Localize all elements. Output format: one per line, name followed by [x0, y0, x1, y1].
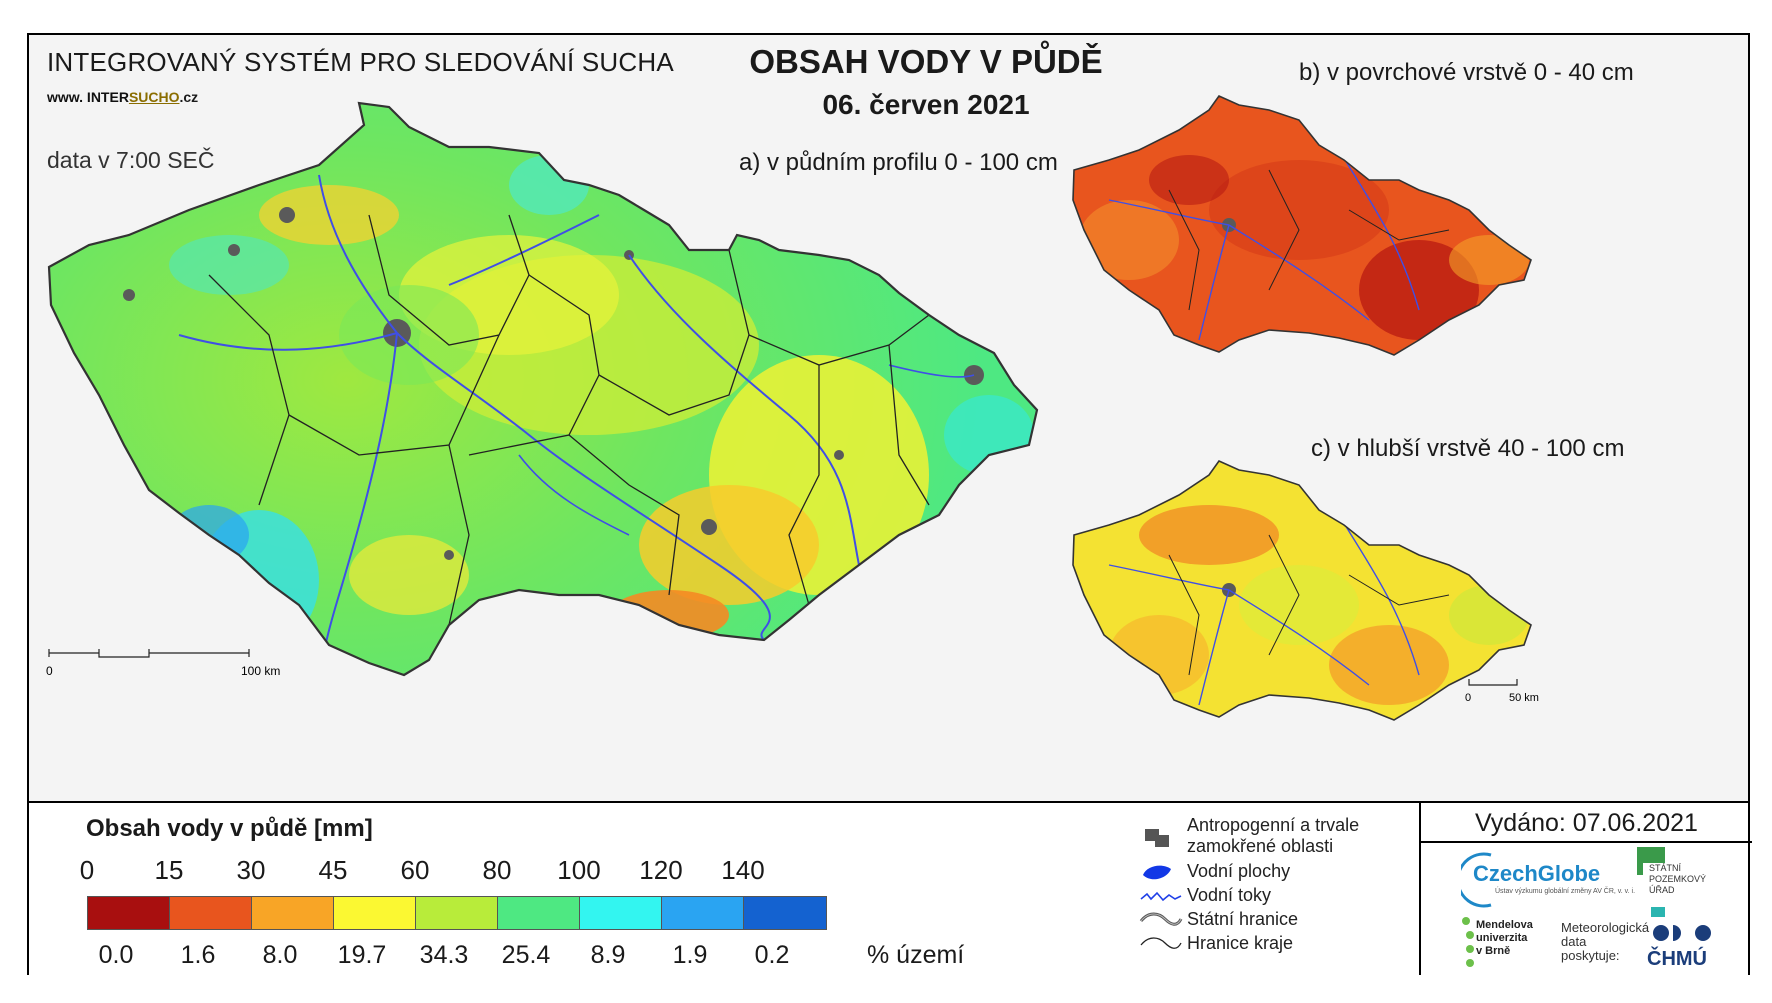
legend-swatch: [662, 897, 744, 929]
legend-percent: 1.9: [672, 941, 708, 969]
mendel-logo-icon: [1462, 917, 1474, 967]
legend-tick: 45: [318, 855, 348, 885]
urban-area-icon: [1145, 829, 1169, 847]
legend-percent: 34.3: [419, 941, 469, 969]
legend-tick: 140: [721, 855, 765, 885]
chmu-logo[interactable]: ČHMÚ: [1647, 948, 1707, 970]
map-date: 06. červen 2021: [822, 89, 1030, 120]
issued-logos-box: Vydáno: 07.06.2021 CzechGlobe Ústav výzk…: [1419, 803, 1752, 975]
legend-percent: 25.4: [501, 941, 551, 969]
czechglobe-logo[interactable]: CzechGlobe: [1473, 861, 1601, 886]
main-soil-water-map: 0 100 km: [46, 101, 1039, 678]
page-title: OBSAH VODY V PŮDĚ: [749, 43, 1103, 80]
legend-percent: 8.0: [262, 941, 298, 969]
map-frame: INTEGROVANÝ SYSTÉM PRO SLEDOVÁNÍ SUCHA w…: [27, 33, 1752, 977]
legend-swatch: [170, 897, 252, 929]
legend-swatch: [580, 897, 662, 929]
legend-percent: 19.7: [337, 941, 387, 969]
legend-water-bodies: Vodní plochy: [1187, 861, 1291, 881]
deep-soil-water-map: 0 50 km: [1072, 460, 1539, 721]
legend-swatch: [334, 897, 416, 929]
river-icon: [1140, 891, 1182, 902]
water-body-icon: [1143, 865, 1171, 880]
main-map-label: a) v půdním profilu 0 - 100 cm: [739, 149, 1058, 176]
meteo-provider: Meteorologická data poskytuje:: [1561, 920, 1650, 963]
legend-tick: 0: [79, 855, 95, 885]
main-scale-end: 100 km: [241, 664, 280, 678]
map-area: INTEGROVANÝ SYSTÉM PRO SLEDOVÁNÍ SUCHA w…: [29, 35, 1748, 801]
state-border-icon: [1139, 912, 1183, 926]
issued-date: Vydáno: 07.06.2021: [1421, 803, 1752, 843]
spu-logo[interactable]: STÁTNÍ POZEMKOVÝ ÚŘAD: [1649, 863, 1707, 895]
deep-map-label: c) v hlubší vrstvě 40 - 100 cm: [1311, 435, 1625, 462]
data-time: data v 7:00 SEČ: [47, 147, 215, 173]
legend-rivers: Vodní toky: [1187, 885, 1272, 905]
legend-swatch: [498, 897, 580, 929]
legend-percent: 0.2: [754, 941, 790, 969]
website-prefix: www. INTER: [47, 89, 129, 105]
legend-tick: 80: [482, 855, 512, 885]
legend-region-border: Hranice kraje: [1187, 933, 1294, 953]
spu-logo-icon: [1637, 847, 1665, 917]
legend-percent: 8.9: [590, 941, 626, 969]
legend-percent: 1.6: [180, 941, 216, 969]
legend-tick: 60: [400, 855, 430, 885]
small-scale-bar: 0 50 km: [1465, 679, 1539, 704]
chmu-logo-icon: [1653, 925, 1711, 941]
legend-panel: Obsah vody v půdě [mm] 0 15 30 45 60 80 100 120…: [29, 801, 1752, 977]
legend-tick: 30: [236, 855, 266, 885]
mendel-logo[interactable]: Mendelova univerzita v Brně: [1476, 919, 1533, 957]
website-link[interactable]: www. INTERSUCHO.cz: [47, 89, 198, 105]
legend-color-bar: [87, 896, 827, 930]
legend-tick: 15: [154, 855, 184, 885]
legend-urban: Antropogenní a trvale zamokřené oblasti: [1187, 815, 1360, 856]
legend-swatch: [88, 897, 170, 929]
region-border-icon: [1140, 937, 1182, 949]
website-brand: SUCHO: [128, 89, 180, 105]
small-scale-start: 0: [1465, 692, 1471, 704]
website-suffix: .cz: [179, 89, 199, 105]
main-scale-bar: 0 100 km: [46, 649, 280, 678]
legend-swatch: [744, 897, 826, 929]
percent-label: % území: [867, 941, 965, 969]
legend-state-border: Státní hranice: [1187, 909, 1299, 929]
legend-tick: 120: [639, 855, 683, 885]
legend-swatch: [252, 897, 334, 929]
legend-title: Obsah vody v půdě [mm]: [86, 815, 373, 842]
system-name: INTEGROVANÝ SYSTÉM PRO SLEDOVÁNÍ SUCHA: [47, 47, 674, 77]
czechglobe-logo-icon: [1461, 852, 1492, 908]
small-scale-end: 50 km: [1509, 692, 1539, 704]
main-scale-start: 0: [46, 664, 53, 678]
legend-tick: 100: [557, 855, 601, 885]
czechglobe-subtitle: Ústav výzkumu globální změny AV ČR, v. v…: [1495, 888, 1636, 895]
legend-swatch: [416, 897, 498, 929]
surface-map-label: b) v povrchové vrstvě 0 - 40 cm: [1299, 59, 1634, 86]
surface-soil-water-map: [1072, 95, 1532, 356]
legend-percent: 0.0: [98, 941, 134, 969]
